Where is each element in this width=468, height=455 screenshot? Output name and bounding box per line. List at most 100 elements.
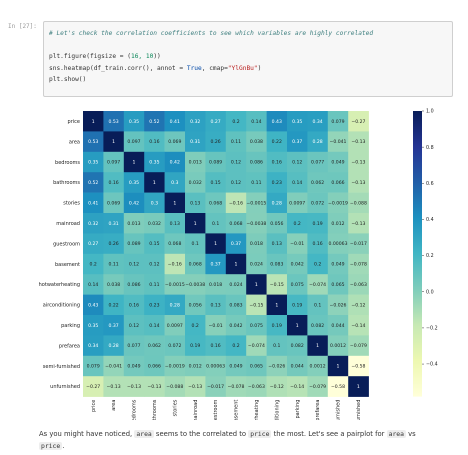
colorbar-tick-label: 0.4: [426, 217, 434, 223]
heatmap-cell: [83, 151, 104, 173]
y-tick-label: semi-furnished: [43, 364, 80, 370]
heatmap-cell-label: 0.12: [149, 262, 159, 268]
heatmap-cell: [164, 335, 186, 357]
heatmap-cell: [83, 172, 104, 193]
heatmap-cell-label: −0.15: [270, 282, 284, 288]
heatmap-cell: [327, 274, 349, 295]
heatmap-cell: [123, 131, 145, 153]
heatmap-cell-label: 0.14: [88, 282, 98, 288]
heatmap-cell-label: 0.068: [229, 221, 242, 227]
heatmap-cell: [185, 355, 206, 377]
heatmap-cell: [348, 111, 369, 132]
heatmap-cell: [164, 151, 186, 173]
heatmap-cell-label: 0.34: [88, 343, 98, 349]
code-cell[interactable]: # Let's check the correlation coefficien…: [43, 21, 453, 97]
heatmap-cell: [307, 151, 329, 173]
heatmap-cell-label: −0.14: [290, 384, 304, 390]
heatmap-cell: [225, 131, 247, 153]
heatmap-cell-label: −0.074: [248, 343, 265, 349]
heatmap-cell: [287, 294, 308, 316]
heatmap-cell-label: −0.0019: [328, 200, 348, 206]
heatmap-cell-label: −0.026: [329, 302, 346, 308]
x-tick-label: parking: [295, 400, 301, 419]
heatmap-cell-label: 0.16: [312, 241, 322, 247]
heatmap-cell-label: 1: [112, 139, 115, 145]
heatmap-cell: [144, 315, 165, 336]
heatmap-cell: [185, 172, 206, 193]
heatmap-cell-label: 0.22: [108, 302, 118, 308]
heatmap-cell: [266, 376, 288, 397]
heatmap-cell-label: 0.032: [189, 180, 202, 186]
heatmap-cell: [307, 253, 329, 275]
x-tick-label: unfurnished: [356, 400, 362, 420]
heatmap-cell: [123, 335, 145, 357]
heatmap-cell: [307, 233, 329, 255]
heatmap-cell-label: 0.086: [250, 160, 263, 166]
heatmap-cell: [266, 335, 288, 357]
heatmap-cell-label: 0.079: [331, 119, 344, 125]
heatmap-cell-label: 0.23: [149, 302, 159, 308]
heatmap-cell-label: 1: [337, 364, 340, 370]
heatmap-cell-label: 0.19: [312, 221, 322, 227]
heatmap-cell: [83, 294, 104, 316]
heatmap-cell: [103, 111, 125, 132]
heatmap-cell-label: 0.065: [331, 282, 344, 288]
heatmap-cell: [327, 335, 349, 357]
heatmap-cell: [205, 274, 227, 295]
heatmap-cell-label: 0.089: [209, 160, 222, 166]
heatmap-cell: [164, 274, 186, 295]
heatmap-cell: [327, 192, 349, 214]
heatmap-cell-label: −0.017: [207, 384, 224, 390]
heatmap-cell: [205, 315, 227, 336]
heatmap-cell-label: 0.27: [88, 241, 98, 247]
heatmap-cell: [246, 355, 267, 377]
heatmap-cell-label: 0.11: [231, 139, 241, 145]
heatmap-cell: [246, 111, 267, 132]
heatmap-cell: [123, 253, 145, 275]
heatmap-cell-label: 0.072: [311, 200, 324, 206]
heatmap-cell-label: 0.0097: [289, 200, 305, 206]
heatmap-cell: [123, 274, 145, 295]
colorbar-tick-label: 0.0: [426, 289, 434, 295]
heatmap-cell: [164, 233, 186, 255]
heatmap-cell: [164, 294, 186, 316]
heatmap-cell-label: −0.13: [351, 139, 365, 145]
heatmap-cell: [123, 233, 145, 255]
heatmap-cell-label: 0.038: [250, 139, 263, 145]
heatmap-cell: [327, 294, 349, 316]
heatmap-cell-label: 0.13: [272, 241, 282, 247]
heatmap-cell-label: 0.069: [168, 139, 181, 145]
heatmap-cell-label: 0.41: [170, 119, 180, 125]
heatmap-cell: [348, 233, 369, 255]
heatmap-cell-label: 1: [357, 384, 360, 390]
heatmap-cell: [123, 111, 145, 132]
heatmap-cell-label: −0.0038: [185, 282, 205, 288]
heatmap-cell-label: −0.079: [350, 343, 367, 349]
heatmap-cell: [266, 315, 288, 336]
heatmap-cell-label: 0.35: [292, 119, 302, 125]
heatmap-cell: [103, 151, 125, 173]
heatmap-cell: [266, 274, 288, 295]
heatmap-cell-label: 0.1: [192, 241, 199, 247]
y-tick-label: bathrooms: [53, 180, 80, 186]
colorbar-tick-label: −0.4: [426, 362, 438, 368]
y-tick-label: stories: [63, 201, 80, 207]
code-line-heatmap: sns.heatmap(df_train.corr(), annot = Tru…: [49, 64, 262, 72]
heatmap-cell-label: −0.078: [350, 262, 367, 268]
heatmap-cell: [83, 111, 104, 132]
x-tick-label: price: [91, 400, 97, 412]
heatmap-cell: [287, 355, 308, 377]
heatmap-cell: [185, 335, 206, 357]
heatmap-cell: [144, 376, 165, 397]
heatmap-cell: [287, 274, 308, 295]
heatmap-cell-label: 0.042: [291, 262, 304, 268]
x-tick-label: semi-furnished: [336, 400, 342, 420]
heatmap-cell-label: 0.37: [108, 323, 118, 329]
heatmap-cell: [83, 335, 104, 357]
heatmap-cell: [185, 111, 206, 132]
heatmap-cell: [103, 376, 125, 397]
heatmap-cell: [246, 131, 267, 153]
heatmap-cell: [287, 376, 308, 397]
heatmap-cell: [205, 172, 227, 193]
y-tick-label: price: [68, 119, 80, 125]
